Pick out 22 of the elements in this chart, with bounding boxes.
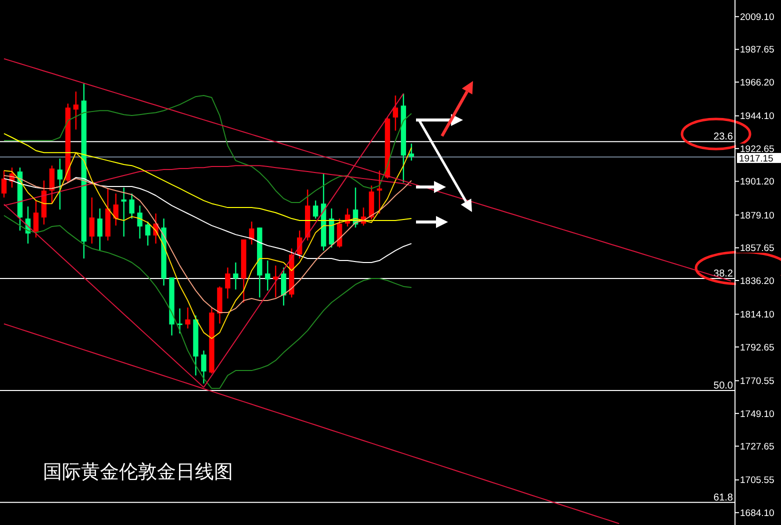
- y-tick-label: 1966.20: [740, 77, 774, 88]
- y-tick-label: 1987.65: [740, 44, 774, 56]
- annotation: 38.2: [714, 268, 734, 280]
- y-tick-label: 1705.55: [740, 475, 774, 486]
- y-tick-label: 1727.65: [740, 442, 774, 452]
- y-tick-label: 1879.10: [740, 210, 774, 222]
- text: 国际黄金伦敦金日线图: [43, 461, 233, 483]
- annotation: 61.8: [714, 492, 734, 504]
- y-tick-label: 1792.65: [740, 342, 774, 354]
- y-tick-label: 1922.65: [740, 144, 774, 155]
- annotation: 50.0: [714, 380, 734, 392]
- y-tick-label: 1770.55: [740, 376, 774, 388]
- y-tick-label: 1857.65: [740, 243, 774, 254]
- y-tick-label: 2009.10: [740, 12, 774, 23]
- y-tick-label: 1836.20: [740, 276, 774, 287]
- y-tick-label: 1901.20: [740, 176, 774, 188]
- y-tick-label: 1684.10: [740, 508, 774, 519]
- y-tick-label: 1944.10: [740, 111, 774, 122]
- annotation: 23.6: [714, 132, 734, 143]
- y-tick-label: 1749.10: [740, 408, 774, 420]
- y-tick-label: 1814.10: [740, 310, 774, 321]
- ref-line-label: 1917.15: [739, 153, 774, 164]
